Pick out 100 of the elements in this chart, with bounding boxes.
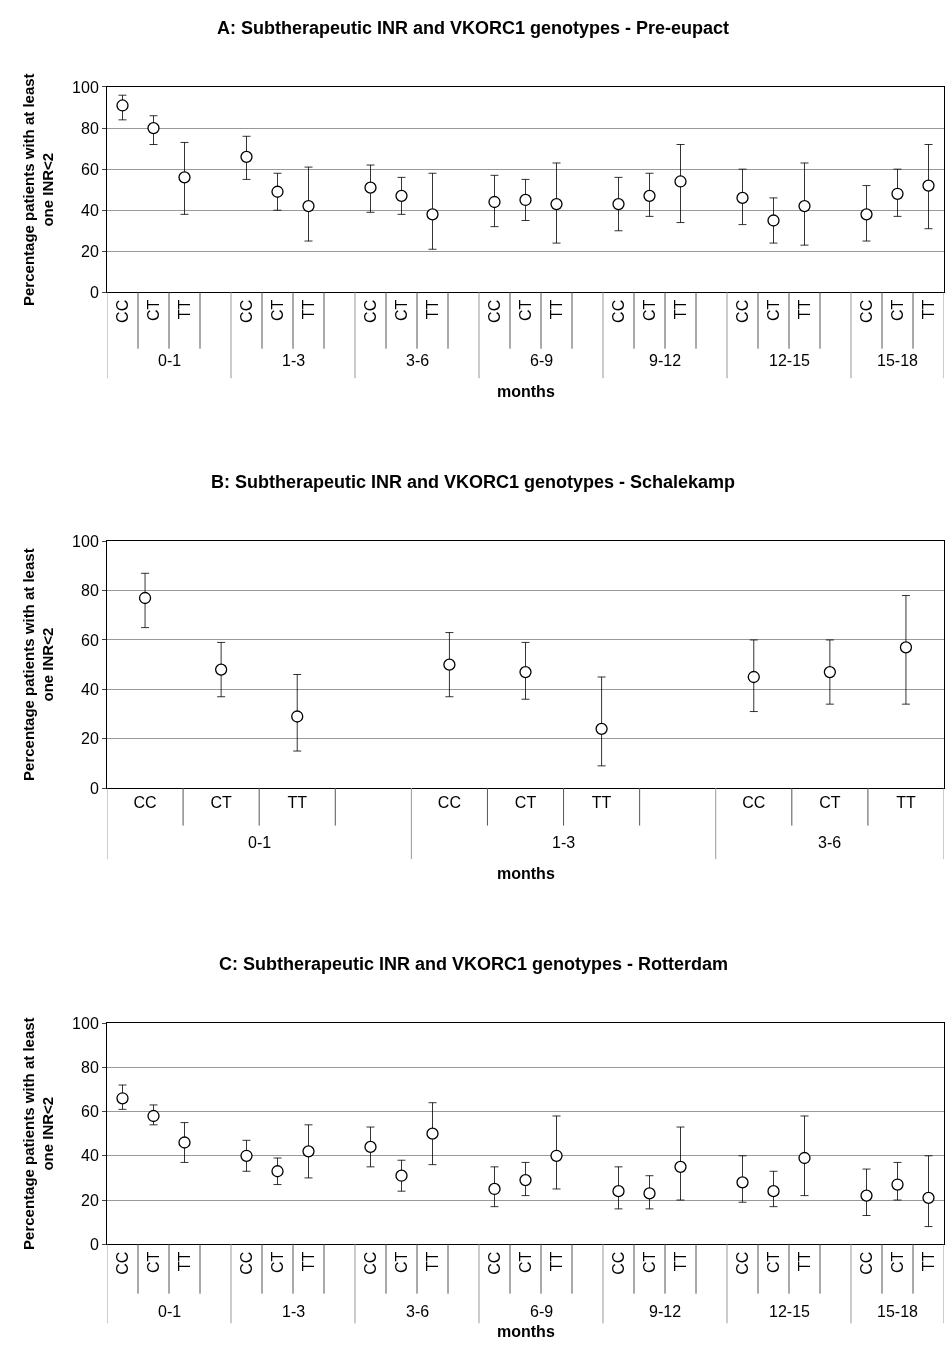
x-tick-label: CC xyxy=(113,1251,131,1275)
chart-title: A: Subtherapeutic INR and VKORC1 genotypes - Pre-eupact xyxy=(217,18,730,38)
text: 1-3 xyxy=(552,834,576,851)
text: 6-9 xyxy=(530,352,554,369)
point xyxy=(519,1173,532,1187)
point xyxy=(443,658,456,671)
point xyxy=(116,99,129,112)
x-tick-label: TT xyxy=(175,299,193,320)
point xyxy=(116,1092,129,1105)
x-tick-label: CT xyxy=(392,299,410,322)
point xyxy=(798,1151,811,1165)
x-tick-label: CT xyxy=(516,1251,534,1273)
point xyxy=(736,191,749,205)
point xyxy=(612,197,625,211)
x-tick-label: CT xyxy=(268,299,286,322)
point xyxy=(364,1140,377,1154)
point xyxy=(922,179,935,192)
y-tick-label: 100 xyxy=(72,532,99,550)
x-tick-label: CT xyxy=(640,299,658,322)
text: 15-18 xyxy=(877,352,919,369)
y-tick-label: 0 xyxy=(89,283,99,301)
x-tick-label: CT xyxy=(514,794,537,812)
x-tick-label: CC xyxy=(361,299,379,323)
y-tick-label: 80 xyxy=(81,582,99,600)
text: 9-12 xyxy=(649,1303,682,1320)
x-tick-label: CT xyxy=(640,1251,658,1273)
x-tick-label: CC xyxy=(113,299,131,323)
point xyxy=(271,1165,284,1178)
x-tick-label: TT xyxy=(896,794,916,812)
point xyxy=(860,208,873,221)
text: 0-1 xyxy=(158,352,182,369)
point xyxy=(674,175,687,188)
x-axis-title: months xyxy=(497,865,555,882)
point xyxy=(426,1127,439,1140)
point xyxy=(736,1176,749,1189)
x-tick-label: TT xyxy=(919,299,937,320)
x-tick-label: TT xyxy=(299,299,317,320)
x-tick-label: CC xyxy=(485,1251,503,1275)
y-tick-label: 60 xyxy=(81,631,99,649)
point xyxy=(899,641,913,654)
point xyxy=(395,1169,408,1182)
y-tick-label: 100 xyxy=(72,78,99,96)
point xyxy=(747,670,760,684)
y-tick-label: 100 xyxy=(72,1014,99,1032)
x-tick-label: CT xyxy=(144,299,162,322)
x-tick-label: TT xyxy=(423,1251,441,1272)
x-tick-label: TT xyxy=(591,794,612,812)
point xyxy=(178,1136,191,1149)
point xyxy=(519,665,532,679)
x-axis-title: months xyxy=(497,383,555,400)
chart-title: B: Subtherapeutic INR and VKORC1 genotypes - Schalekamp xyxy=(211,472,736,492)
y-tick-label: 40 xyxy=(81,1147,99,1165)
y-tick-label: 60 xyxy=(81,160,99,178)
point xyxy=(891,1178,904,1191)
text: 3-6 xyxy=(406,1303,430,1320)
point xyxy=(488,195,501,209)
point xyxy=(147,121,160,135)
point xyxy=(643,1187,656,1200)
y-tick-label: 0 xyxy=(89,1235,99,1253)
text: 1-3 xyxy=(282,1303,306,1320)
x-tick-label: CC xyxy=(609,1251,627,1275)
y-tick-label: 80 xyxy=(81,1058,99,1076)
text: 9-12 xyxy=(649,352,682,369)
x-tick-label: CC xyxy=(437,794,461,812)
point xyxy=(519,193,532,207)
text: 15-18 xyxy=(877,1303,919,1320)
point xyxy=(595,722,608,735)
y-tick-label: 20 xyxy=(81,242,99,260)
x-tick-label: TT xyxy=(795,299,813,320)
point xyxy=(767,214,780,227)
x-axis-title: months xyxy=(497,1323,555,1340)
point xyxy=(860,1189,873,1202)
y-tick-label: 20 xyxy=(81,730,99,748)
x-tick-label: TT xyxy=(423,299,441,320)
y-tick-label: 60 xyxy=(81,1103,99,1121)
point xyxy=(271,185,284,198)
point xyxy=(798,199,811,213)
x-tick-label: TT xyxy=(671,299,689,320)
point xyxy=(488,1182,501,1196)
x-tick-label: CT xyxy=(516,299,534,322)
x-tick-label: CC xyxy=(733,1251,751,1275)
x-tick-label: TT xyxy=(919,1251,937,1272)
chart-title: C: Subtherapeutic INR and VKORC1 genotypes - Rotterdam xyxy=(219,954,729,974)
x-tick-label: CC xyxy=(857,299,875,323)
point xyxy=(240,150,253,163)
text: 3-6 xyxy=(406,352,430,369)
point xyxy=(550,1149,563,1162)
point xyxy=(291,710,304,723)
point xyxy=(922,1191,935,1204)
y-tick-label: 20 xyxy=(81,1191,99,1209)
point xyxy=(138,591,152,605)
text: 12-15 xyxy=(769,352,811,369)
x-tick-label: CT xyxy=(210,794,233,812)
x-tick-label: TT xyxy=(547,1251,565,1272)
text: 0-1 xyxy=(158,1303,182,1320)
x-tick-label: CT xyxy=(888,299,906,322)
x-tick-label: TT xyxy=(547,299,565,320)
point xyxy=(302,1145,315,1158)
point xyxy=(674,1160,687,1173)
point xyxy=(395,189,408,202)
